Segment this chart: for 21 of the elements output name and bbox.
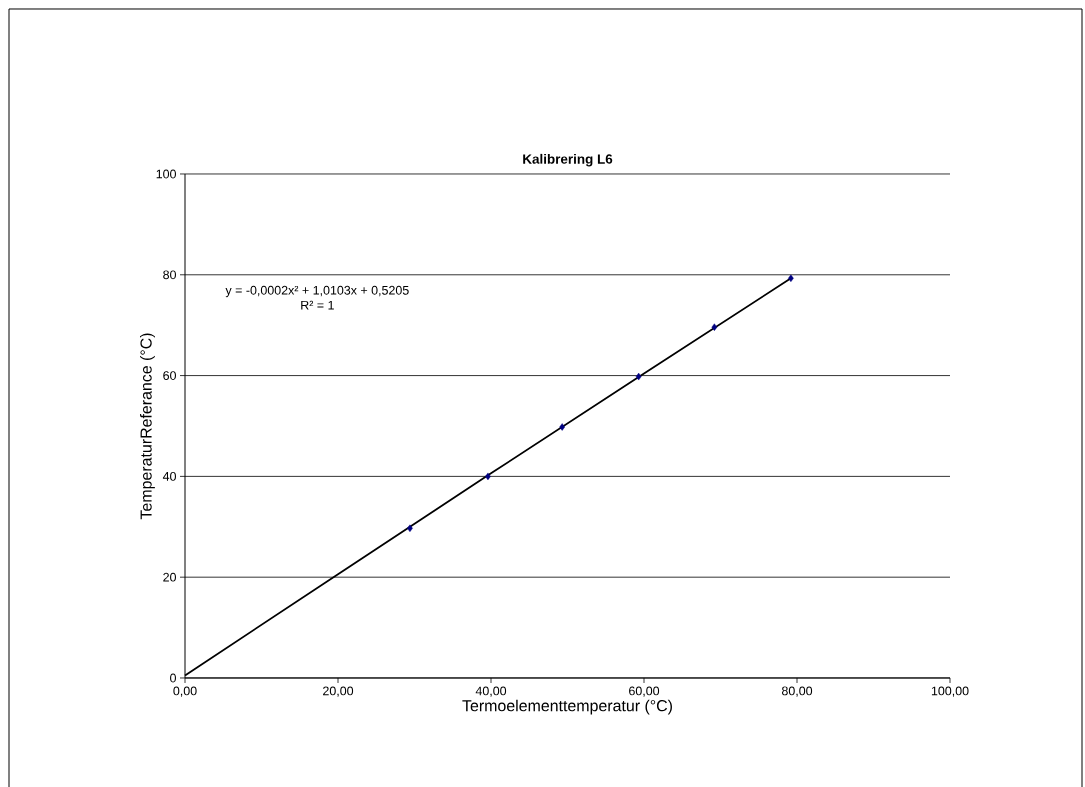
annotation: y = -0,0002x² + 1,0103x + 0,5205 <box>225 285 409 298</box>
x-tick-label: 100,00 <box>931 686 969 697</box>
x-tick-label: 80,00 <box>781 686 813 697</box>
y-tick-label: 20 <box>163 572 176 582</box>
x-tick-label: 40,00 <box>475 686 507 697</box>
x-tick-label: 60,00 <box>629 686 660 697</box>
y-tick-label: 40 <box>162 471 176 481</box>
point <box>559 423 565 431</box>
x-tick-label: 0,00 <box>173 686 197 697</box>
y-tick-label: 80 <box>163 270 176 280</box>
y-tick-label: 60 <box>163 371 176 380</box>
chart-title: Kalibrering L6 <box>523 153 613 167</box>
y-tick-label: 100 <box>156 169 176 179</box>
y-axis-title: TemperaturReferance (°C) <box>140 333 155 520</box>
point <box>407 524 413 532</box>
y-tick-label: 0 <box>170 673 176 683</box>
point <box>635 372 642 381</box>
x-tick-label: 20,00 <box>323 686 354 697</box>
point <box>711 323 718 331</box>
annotation: R² = 1 <box>301 300 334 310</box>
x-axis-title: Termoelementtemperatur (°C) <box>462 699 672 715</box>
